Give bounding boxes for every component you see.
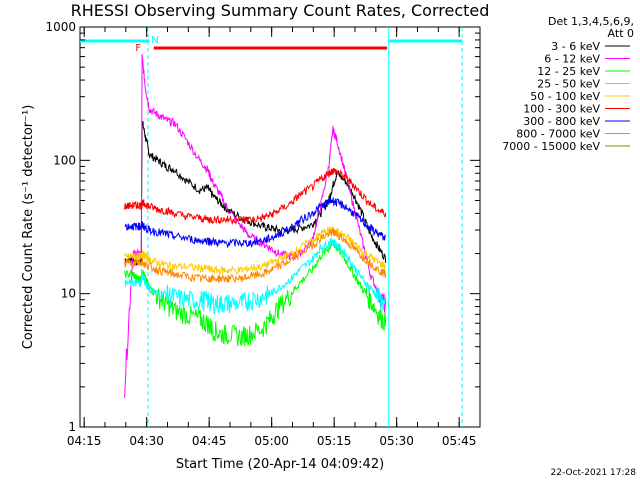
legend-label: 7000 - 15000 keV (502, 140, 600, 153)
y-tick-label: 1 (68, 420, 76, 434)
x-tick-label: 04:30 (129, 434, 164, 448)
y-tick-label: 1000 (45, 20, 76, 34)
series-line (124, 197, 386, 249)
annotation-n: N (151, 35, 158, 46)
x-tick-label: 05:30 (379, 434, 414, 448)
legend-label: 3 - 6 keV (551, 40, 600, 53)
annotations: FN (135, 35, 158, 54)
y-axis-label: Corrected Count Rate (s⁻¹ detector⁻¹) (21, 105, 36, 350)
x-tick-label: 04:15 (67, 434, 102, 448)
series-line (124, 168, 387, 226)
series-line (124, 54, 387, 398)
date-stamp: 22-Oct-2021 17:28 (551, 468, 637, 478)
legend-label: 100 - 300 keV (523, 103, 600, 116)
legend-label: 6 - 12 keV (544, 53, 600, 66)
x-tick-label: 05:45 (442, 434, 477, 448)
x-axis: 04:15 04:30 04:45 05:00 05:15 05:30 05:45 (67, 27, 481, 448)
series-line (124, 227, 387, 283)
x-tick-label: 05:00 (254, 434, 289, 448)
annotation-f: F (135, 43, 141, 54)
y-tick-label: 100 (53, 153, 76, 167)
chart-title: RHESSI Observing Summary Count Rates, Co… (71, 1, 490, 20)
legend-label: 12 - 25 keV (537, 65, 600, 78)
y-axis: 1 10 100 1000 (45, 20, 480, 434)
series-lines (124, 54, 387, 398)
x-tick-label: 05:15 (317, 434, 352, 448)
legend-label: 25 - 50 keV (537, 78, 600, 91)
legend-label: 800 - 7000 keV (516, 128, 600, 141)
legend-header-line-2: Att 0 (608, 27, 634, 40)
plot-area (79, 26, 481, 428)
series-line (124, 238, 387, 315)
x-tick-label: 04:45 (192, 434, 227, 448)
y-tick-label: 10 (61, 287, 76, 301)
legend-header-line-1: Det 1,3,4,5,6,9, (548, 15, 634, 28)
x-axis-label: Start Time (20-Apr-14 04:09:42) (176, 457, 384, 472)
flag-bars (80, 39, 463, 50)
series-line (124, 226, 387, 277)
legend-label: 50 - 100 keV (530, 90, 600, 103)
legend-label: 300 - 800 keV (523, 115, 600, 128)
